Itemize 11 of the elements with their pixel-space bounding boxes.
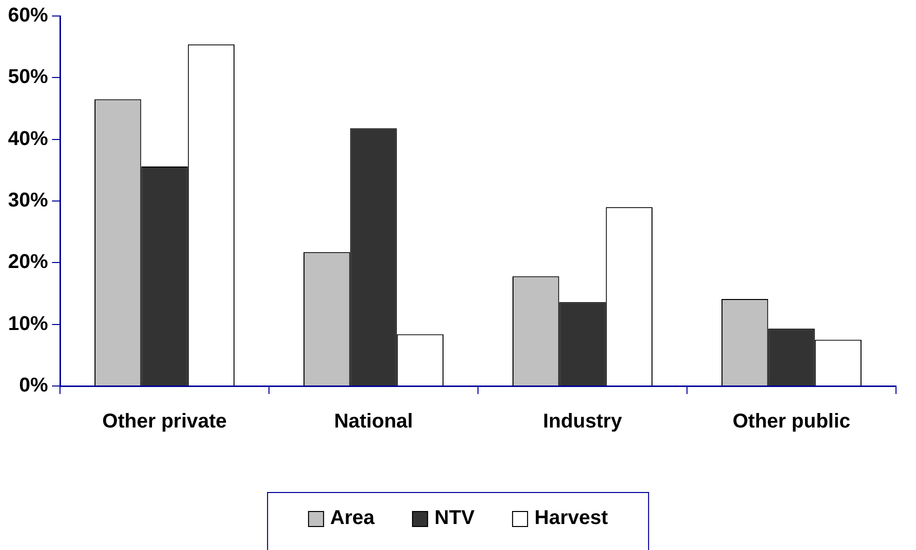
y-tick-label: 20% bbox=[8, 251, 48, 274]
y-tick-label: 50% bbox=[8, 66, 48, 88]
x-tick-label: Industry bbox=[543, 410, 623, 433]
y-tick-label: 60% bbox=[8, 4, 48, 27]
x-tick-label: Other public bbox=[732, 410, 850, 433]
y-tick-label: 0% bbox=[19, 374, 48, 397]
y-tick-label: 10% bbox=[8, 312, 48, 335]
x-tick-label: National bbox=[334, 410, 413, 433]
y-tick-label: 40% bbox=[8, 128, 48, 150]
x-tick-label: Other private bbox=[102, 410, 227, 433]
y-tick-label: 30% bbox=[8, 190, 48, 212]
